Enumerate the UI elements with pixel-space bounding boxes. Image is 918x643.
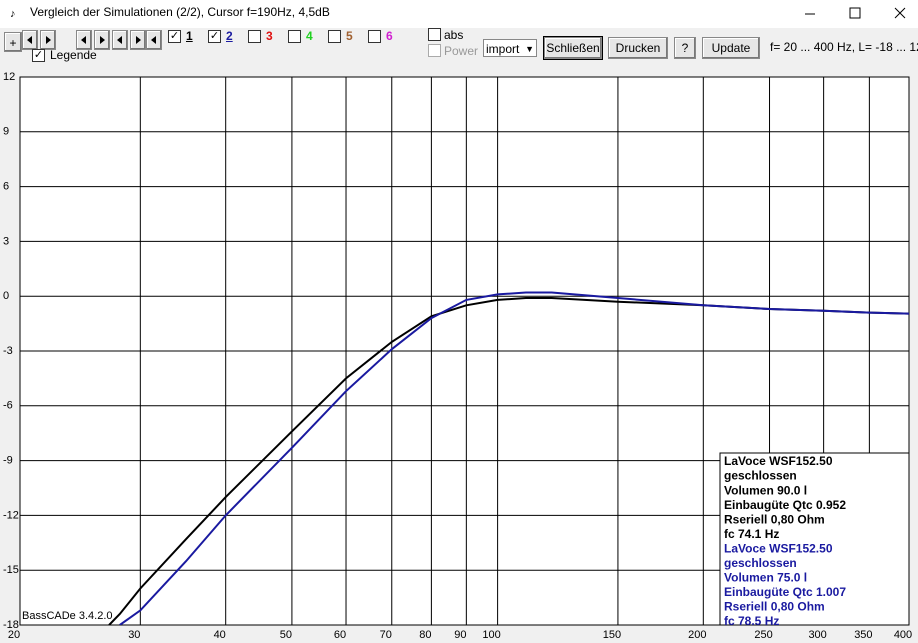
x-tick-label: 60 (334, 629, 346, 641)
legend-line: LaVoce WSF152.50 (724, 454, 833, 468)
toggle-label: 3 (266, 29, 273, 43)
legend-box (719, 452, 910, 626)
legend-line: geschlossen (724, 556, 797, 570)
legend-line: LaVoce WSF152.50 (724, 541, 833, 555)
nav-button[interactable] (146, 30, 162, 50)
x-tick-label: 150 (603, 629, 621, 641)
select-value: import (486, 42, 520, 56)
legend-line: geschlossen (724, 469, 797, 483)
legend-line: Einbaugüte Qtc 1.007 (724, 585, 846, 599)
y-tick-label: -6 (3, 400, 13, 412)
window-title: Vergleich der Simulationen (2/2), Cursor… (30, 5, 330, 19)
zoom-in[interactable]: + (4, 32, 22, 52)
legend-line: Volumen 90.0 l (724, 483, 807, 497)
help-button[interactable]: ? (674, 37, 696, 59)
x-tick-label: 70 (380, 629, 392, 641)
y-tick-label: 12 (3, 71, 15, 83)
legend-line: Rseriell 0,80 Ohm (724, 512, 825, 526)
close[interactable] (894, 7, 906, 19)
y-tick-label: -9 (3, 455, 13, 467)
nav-button[interactable] (130, 30, 146, 50)
y-tick-label: 0 (3, 290, 9, 302)
nav-button[interactable] (22, 30, 38, 50)
legend-checkbox[interactable]: ✓ (32, 49, 45, 62)
legend-line: Rseriell 0,80 Ohm (724, 600, 825, 614)
toggle-checkbox[interactable] (328, 30, 341, 43)
toggle-checkbox[interactable] (368, 30, 381, 43)
select[interactable]: import ▼ (483, 39, 537, 57)
x-tick-label: 200 (688, 629, 706, 641)
print-button[interactable]: Drucken (608, 37, 668, 59)
nav-button[interactable] (112, 30, 128, 50)
close-button[interactable]: Schließen (543, 36, 603, 60)
power-checkbox (428, 44, 441, 57)
series-line (119, 291, 909, 625)
x-tick-label: 50 (280, 629, 292, 641)
toggle-checkbox[interactable]: ✓ (208, 30, 221, 43)
title-bar (0, 0, 918, 28)
maximize[interactable] (849, 7, 861, 19)
abs-checkbox[interactable] (428, 28, 441, 41)
x-tick-label: 90 (454, 629, 466, 641)
legend-line: fc 74.1 Hz (724, 527, 779, 541)
toggle-label: 5 (346, 29, 353, 43)
footer: BassCADe 3.4.2.0 (22, 610, 113, 622)
toggle-label: 2 (226, 29, 233, 43)
x-tick-label: 400 (894, 629, 912, 641)
x-tick-label: 80 (419, 629, 431, 641)
range-info: f= 20 ... 400 Hz, L= -18 ... 12 dB (770, 40, 918, 54)
y-tick-label: 6 (3, 181, 9, 193)
x-tick-label: 20 (8, 629, 20, 641)
y-tick-label: 9 (3, 126, 9, 138)
y-tick-label: -3 (3, 345, 13, 357)
power-label: Power (444, 44, 479, 58)
toggle-label: 4 (306, 29, 313, 43)
x-tick-label: 40 (214, 629, 226, 641)
abs-label: abs (444, 28, 464, 42)
toggle-checkbox[interactable]: ✓ (168, 30, 181, 43)
x-tick-label: 350 (854, 629, 872, 641)
y-tick-label: 3 (3, 235, 9, 247)
legend-line: Volumen 75.0 l (724, 571, 807, 585)
app-icon: ♪ (10, 8, 16, 20)
x-tick-label: 250 (754, 629, 772, 641)
toggle-label: 6 (386, 29, 393, 43)
nav-button[interactable] (76, 30, 92, 50)
x-tick-label: 30 (128, 629, 140, 641)
nav-button[interactable] (94, 30, 110, 50)
toggle-label: 1 (186, 29, 193, 43)
toggle-checkbox[interactable] (248, 30, 261, 43)
update-button[interactable]: Update (702, 37, 760, 59)
toggle-checkbox[interactable] (288, 30, 301, 43)
legend-label: Legende (50, 48, 97, 62)
y-tick-label: -15 (3, 564, 19, 576)
y-tick-label: -12 (3, 509, 19, 521)
legend-line: Einbaugüte Qtc 0.952 (724, 498, 846, 512)
x-tick-label: 100 (482, 629, 500, 641)
y-tick-label: -18 (3, 619, 19, 631)
x-tick-label: 300 (808, 629, 826, 641)
nav-button[interactable] (40, 30, 56, 50)
legend-line: fc 78.5 Hz (724, 614, 779, 628)
